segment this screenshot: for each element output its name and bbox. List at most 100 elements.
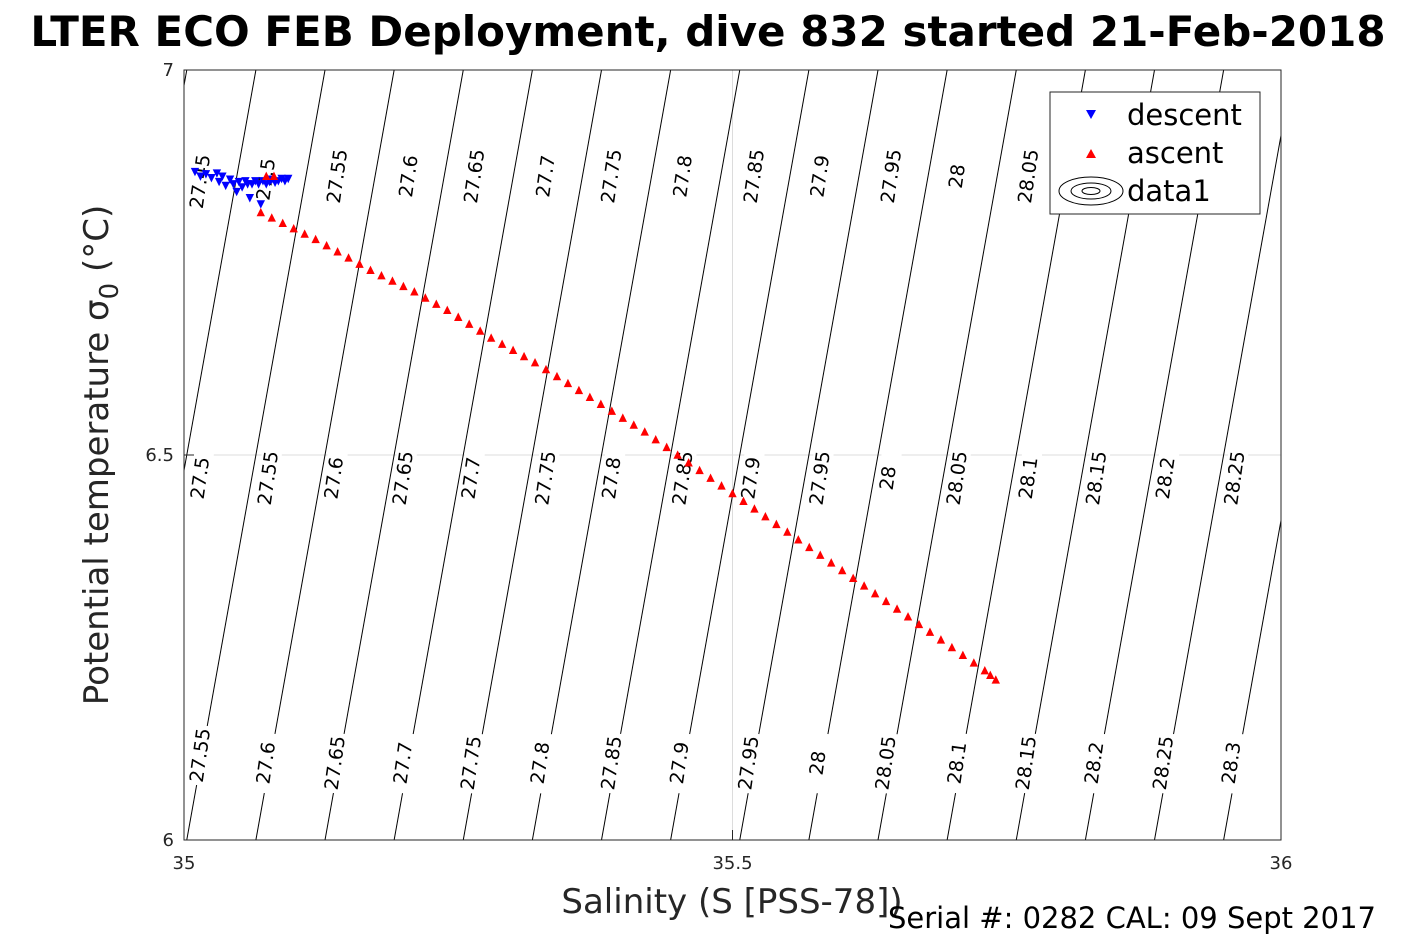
ascent-point — [410, 287, 419, 296]
ascent-point — [881, 596, 891, 606]
ascent-point — [662, 442, 671, 452]
ascent-point — [585, 392, 595, 402]
contour-label-gap — [389, 731, 418, 795]
ascent-point — [761, 511, 770, 521]
contour-label-gap — [526, 731, 555, 795]
legend-ascent-label: ascent — [1127, 136, 1223, 170]
ascent-point — [508, 345, 518, 355]
contour-label-gap — [531, 145, 561, 208]
ascent-point — [695, 465, 704, 475]
contour-label-gap — [872, 731, 901, 795]
ascent-point — [640, 427, 649, 436]
ascent-point — [289, 224, 298, 233]
descent-point — [277, 174, 286, 184]
legend-data1-label: data1 — [1127, 174, 1211, 208]
ascent-point — [783, 527, 792, 536]
ascent-point — [366, 265, 375, 274]
contour-label-gap — [874, 447, 903, 510]
contour-label-gap — [943, 145, 972, 208]
ascent-point — [936, 635, 946, 644]
ascent-point — [563, 378, 573, 388]
contour-label-gap — [740, 145, 769, 208]
ascent-point — [596, 399, 606, 408]
descent-point — [284, 174, 293, 184]
contour-label-gap — [389, 447, 418, 510]
y-axis-ticks: 66.57 — [145, 60, 194, 851]
ascent-point — [827, 558, 836, 567]
contour-label-gap — [394, 145, 423, 208]
ascent-point — [607, 406, 617, 415]
ascent-point — [859, 581, 869, 590]
ascent-point — [772, 519, 781, 529]
descent-point — [214, 177, 224, 187]
descent-point — [237, 183, 247, 192]
contour-label-gap — [1217, 731, 1246, 795]
isopycnal-line — [1223, 517, 1281, 840]
legend-ascent-marker — [1086, 149, 1096, 158]
ascent-point — [344, 253, 353, 262]
isopycnal-line — [531, 70, 672, 840]
contour-label-gap — [186, 150, 215, 213]
ascent-point — [794, 535, 803, 544]
ascent-point — [355, 259, 364, 268]
isopycnal-line — [1154, 132, 1281, 840]
ascent-point — [269, 171, 279, 181]
ascent-point — [673, 450, 682, 459]
isopycnal-line — [255, 70, 395, 840]
ascent-point — [838, 565, 847, 575]
contour-label: 28 — [805, 749, 830, 776]
ascent-point — [475, 326, 485, 335]
contour-label-gap — [1082, 447, 1111, 510]
contour-label-gap — [943, 731, 972, 795]
ascent-point — [465, 319, 474, 328]
contour-label-gap — [665, 731, 694, 795]
y-axis-label-main: Potential temperature σ — [77, 299, 117, 705]
y-axis-label-subscript: 0 — [95, 283, 125, 300]
contour-label-gap — [806, 447, 835, 510]
ascent-point — [267, 213, 276, 222]
ascent-point — [651, 434, 660, 444]
descent-point — [232, 187, 241, 197]
descent-point — [212, 169, 222, 178]
ascent-point — [552, 371, 562, 381]
ascent-series — [256, 171, 1000, 684]
descent-point — [229, 180, 238, 189]
ascent-point — [980, 665, 990, 675]
ascent-point — [322, 240, 331, 250]
contour-label: 28 — [945, 163, 970, 190]
isopycnal-line — [808, 70, 948, 840]
contour-label-gap — [1149, 731, 1178, 795]
isopycnal-line — [601, 70, 741, 840]
isopycnal-line — [324, 70, 464, 840]
contour-label-gap — [457, 731, 486, 795]
contour-label-gap — [597, 447, 626, 510]
contour-label-gap — [877, 145, 906, 208]
isopycnal-line — [186, 70, 326, 840]
ascent-point — [399, 281, 408, 291]
y-axis-label: Potential temperature σ0 (°C) — [77, 205, 125, 705]
contour-label-gap — [323, 145, 352, 208]
contour-label-gap — [597, 145, 626, 208]
x-axis-ticks: 35 35.5 36 — [173, 830, 1292, 874]
contour-label-gap — [457, 447, 486, 510]
contour-label-gap — [803, 731, 833, 795]
ascent-point — [986, 670, 995, 679]
ascent-point — [969, 658, 979, 667]
ascent-point — [805, 542, 814, 552]
contour-label-gap — [1014, 145, 1043, 208]
ascent-point — [262, 171, 271, 181]
descent-point — [245, 194, 255, 203]
ascent-point — [618, 413, 627, 422]
ascent-point — [486, 333, 496, 342]
ascent-point — [530, 357, 540, 367]
contour-label-gap — [460, 145, 489, 208]
descent-point — [221, 181, 230, 191]
isopycnal-line — [393, 70, 533, 840]
y-axis-label-unit: (°C) — [77, 205, 117, 283]
ascent-point — [706, 473, 715, 482]
x-tick-label: 35.5 — [712, 853, 752, 874]
legend-descent-marker — [1086, 110, 1096, 119]
descent-point — [256, 200, 265, 209]
ascent-point — [991, 675, 1000, 684]
